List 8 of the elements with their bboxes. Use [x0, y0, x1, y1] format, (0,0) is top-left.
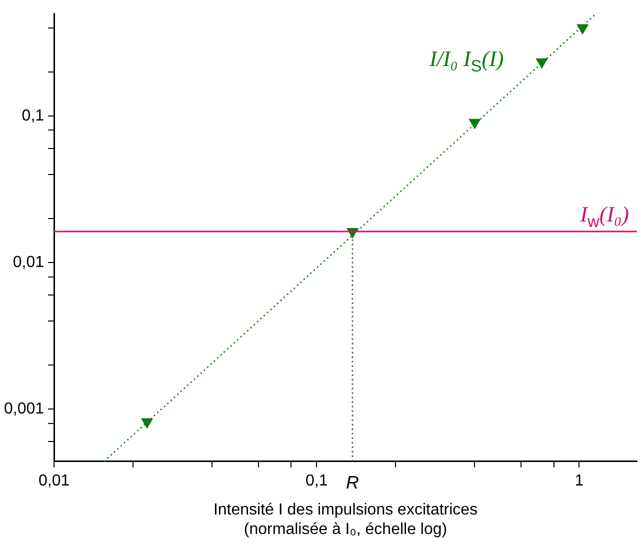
x-tick-label: 0,01 [38, 472, 70, 490]
y-tick-label: 0,01 [12, 254, 44, 271]
x-tick-label: 1 [574, 472, 584, 490]
y-tick-label: 0,001 [4, 400, 44, 418]
x-tick-label: 0,1 [305, 472, 328, 490]
x-axis-title: Intensité I des impulsions excitatrices (normalisée à I₀, échelle log) [213, 502, 478, 538]
annotation: R [346, 472, 360, 492]
y-tick-label: 0,1 [22, 107, 44, 124]
